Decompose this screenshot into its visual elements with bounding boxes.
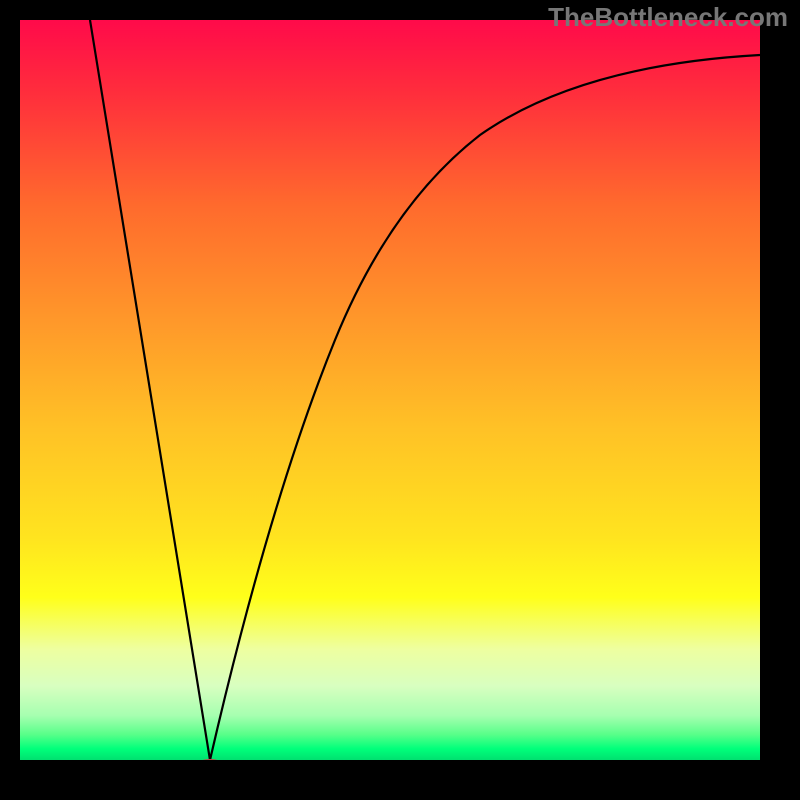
optimal-point-marker (196, 759, 224, 773)
bottleneck-chart: TheBottleneck.com (0, 0, 800, 800)
watermark-text: TheBottleneck.com (548, 2, 788, 32)
plot-background (20, 20, 760, 760)
chart-container: TheBottleneck.com (0, 0, 800, 800)
